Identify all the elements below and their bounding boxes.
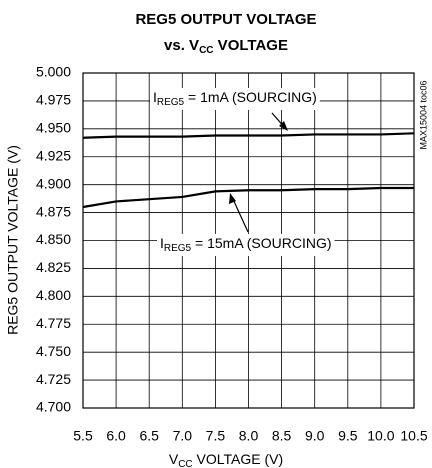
- plot-frame: [82, 72, 415, 409]
- y-tick-label: 4.775: [36, 315, 71, 331]
- label-background: [157, 234, 335, 256]
- y-axis-label: REG5 OUTPUT VOLTAGE (V): [5, 145, 21, 335]
- side-note: MAX15004 toc06: [418, 80, 428, 149]
- chart-subtitle: vs. VCC VOLTAGE: [164, 37, 288, 56]
- title-subscript: CC: [199, 45, 213, 56]
- y-tick-label: 4.900: [36, 175, 71, 191]
- x-label-part: VOLTAGE (V): [193, 451, 284, 467]
- x-tick-label: 9.5: [338, 428, 358, 444]
- x-label-part: V: [169, 451, 179, 467]
- series-label-subscript: REG5: [164, 243, 192, 254]
- series-label-subscript: REG5: [157, 97, 185, 108]
- y-tick-label: 5.000: [36, 64, 71, 80]
- x-tick-label: 10.5: [400, 428, 427, 444]
- title-part: vs. V: [164, 37, 199, 54]
- y-tick-label: 4.875: [36, 203, 71, 219]
- y-tick-label: 4.850: [36, 231, 71, 247]
- data-line: [82, 186, 414, 209]
- y-tick-label: 4.725: [36, 371, 71, 387]
- series-label: IREG5 = 15mA (SOURCING): [160, 235, 332, 254]
- x-tick-label: 7.0: [173, 428, 193, 444]
- chart-title: REG5 OUTPUT VOLTAGE: [135, 11, 316, 28]
- series-label-part: I: [160, 235, 164, 251]
- x-tick-label: 8.5: [272, 428, 292, 444]
- arrow-head: [229, 193, 236, 204]
- y-tick-label: 4.750: [36, 343, 71, 359]
- x-tick-label: 6.5: [139, 428, 159, 444]
- series-label: IREG5 = 1mA (SOURCING): [153, 89, 317, 108]
- x-tick-label: 7.5: [206, 428, 226, 444]
- y-tick-label: 4.975: [36, 92, 71, 108]
- y-tick-label: 4.825: [36, 259, 71, 275]
- y-tick-label: 4.925: [36, 147, 71, 163]
- x-tick-label: 5.5: [73, 428, 93, 444]
- series-label-part: I: [153, 89, 157, 105]
- label-background: [150, 88, 320, 110]
- y-tick-label: 4.950: [36, 120, 71, 136]
- series-label-part: = 15mA (SOURCING): [191, 235, 331, 251]
- y-tick-label: 4.700: [36, 399, 71, 415]
- x-tick-label: 10.0: [367, 428, 394, 444]
- x-tick-label: 6.0: [106, 428, 126, 444]
- series-label-part: = 1mA (SOURCING): [184, 89, 317, 105]
- x-label-subscript: CC: [178, 459, 192, 468]
- x-axis-label: VCC VOLTAGE (V): [169, 451, 283, 468]
- y-tick-label: 4.800: [36, 287, 71, 303]
- x-tick-label: 9.0: [305, 428, 325, 444]
- annotation-arrow: [231, 196, 249, 233]
- title-part: VOLTAGE: [214, 37, 288, 54]
- x-tick-label: 8.0: [239, 428, 259, 444]
- data-line: [82, 132, 415, 139]
